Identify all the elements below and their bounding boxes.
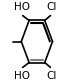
Text: HO: HO (14, 2, 30, 12)
Text: HO: HO (14, 71, 30, 81)
Text: Cl: Cl (46, 71, 56, 81)
Text: Cl: Cl (46, 2, 56, 12)
